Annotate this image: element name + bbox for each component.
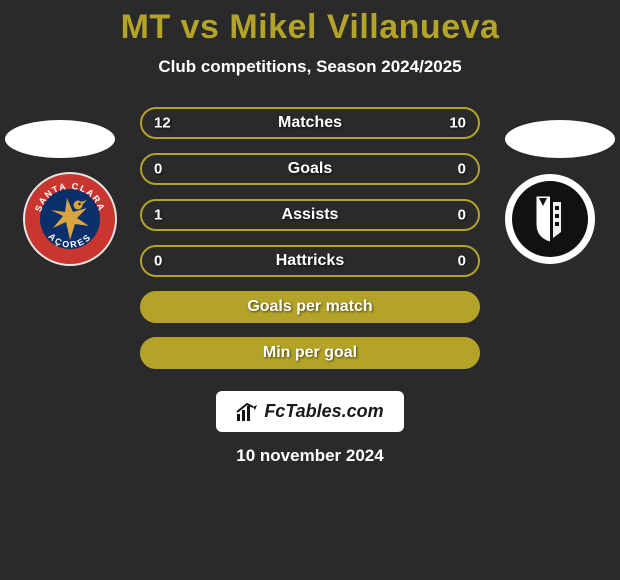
stat-value-left: 1 (154, 207, 162, 224)
stat-value-right: 10 (449, 115, 466, 132)
stat-value-right: 0 (458, 161, 466, 178)
vitoria-guimaraes-crest-icon (503, 172, 597, 266)
stat-row: Goals per match (140, 291, 480, 323)
date-text: 10 november 2024 (236, 446, 383, 466)
player-placeholder-left (5, 120, 115, 158)
subtitle: Club competitions, Season 2024/2025 (158, 57, 461, 77)
chart-icon (236, 402, 258, 422)
brand-pill: FcTables.com (216, 391, 403, 432)
stats-list: 12 Matches 10 0 Goals 0 1 Assists 0 0 Ha… (140, 107, 480, 369)
comparison-card: MT vs Mikel Villanueva Club competitions… (0, 0, 620, 580)
stat-row: 12 Matches 10 (140, 107, 480, 139)
stat-row: 0 Goals 0 (140, 153, 480, 185)
stat-label: Min per goal (263, 344, 357, 362)
stat-value-left: 0 (154, 253, 162, 270)
stat-label: Goals (288, 160, 332, 178)
player-placeholder-right (505, 120, 615, 158)
stat-row: Min per goal (140, 337, 480, 369)
brand-text: FcTables.com (264, 401, 383, 422)
stat-value-right: 0 (458, 253, 466, 270)
stat-row: 0 Hattricks 0 (140, 245, 480, 277)
stat-label: Assists (282, 206, 339, 224)
santa-clara-crest-icon: SANTA CLARA AÇORES (23, 172, 117, 266)
stat-row: 1 Assists 0 (140, 199, 480, 231)
stat-value-left: 12 (154, 115, 171, 132)
stat-label: Goals per match (247, 298, 372, 316)
stat-label: Hattricks (276, 252, 344, 270)
stat-label: Matches (278, 114, 342, 132)
page-title: MT vs Mikel Villanueva (121, 8, 500, 47)
stat-value-left: 0 (154, 161, 162, 178)
stat-value-right: 0 (458, 207, 466, 224)
club-crest-left: SANTA CLARA AÇORES (23, 172, 117, 271)
club-crest-right (503, 172, 597, 271)
